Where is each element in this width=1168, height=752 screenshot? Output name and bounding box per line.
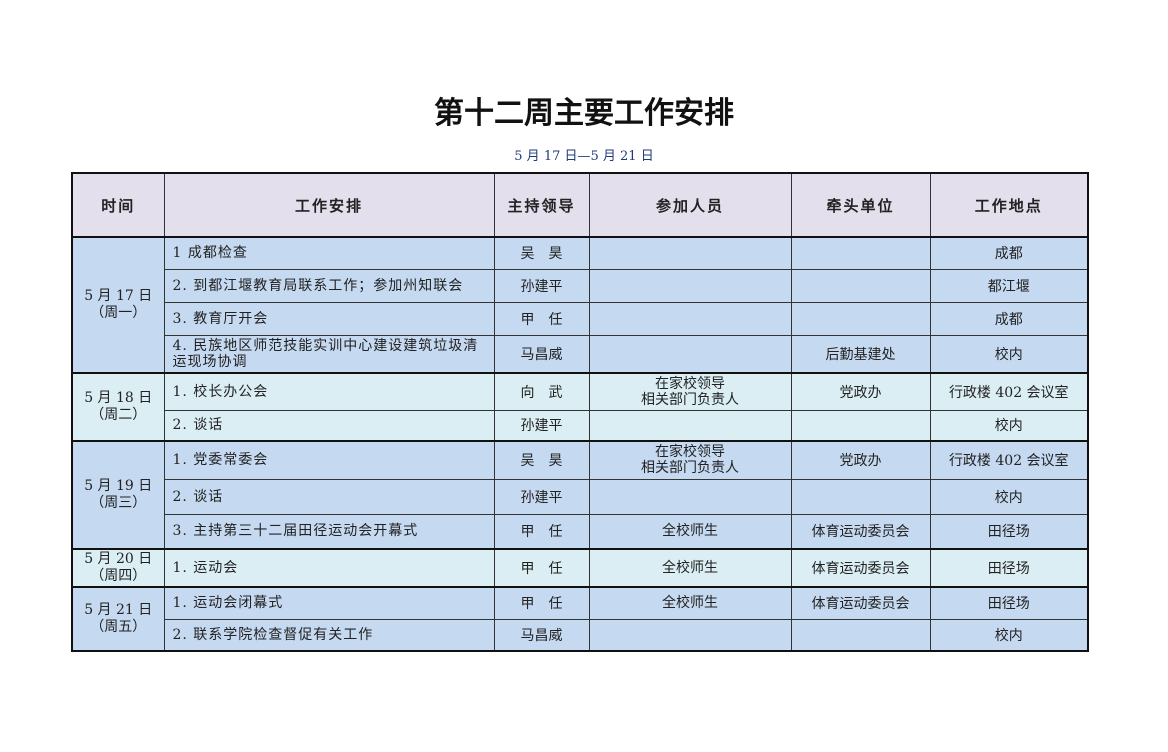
task-cell: 3. 教育厅开会: [163, 301, 495, 336]
location-cell: 校内: [929, 478, 1089, 515]
header-time: 时间: [71, 172, 165, 238]
location-cell: 成都: [929, 236, 1089, 270]
organizer-cell: 党政办: [790, 440, 931, 480]
day-weekday: （周一）: [90, 305, 147, 321]
location-cell: 田径场: [929, 548, 1089, 588]
attendees-cell: 全校师生: [588, 586, 792, 620]
table-row: 5 月 18 日（周二） 1. 校长办公会向 武在家校领导 相关部门负责人 党政办 行政…: [71, 372, 1089, 442]
table-row: 2. 联系学院检查督促有关工作 马昌威 校内: [72, 618, 1089, 652]
header-leader: 主持领导: [493, 172, 590, 238]
header-organizer: 牵头单位: [790, 172, 931, 238]
schedule-table: 时间 工作安排 主持领导 参加人员 牵头单位 工作地点 5 月 17 日（周一）…: [71, 172, 1089, 652]
header-task: 工作安排: [163, 172, 495, 238]
organizer-cell: [790, 409, 931, 442]
table-row: 5 月 17 日（周一） 1 成都检查吴 昊成都: [71, 236, 1089, 374]
table-row: 5 月 21 日（周五） 1. 运动会闭幕式甲 任全校师生 体育运动委员会 田径场: [71, 586, 1089, 652]
leader-cell: 甲 任: [493, 513, 590, 550]
leader-cell: 吴 昊: [493, 236, 590, 270]
day-date: 5 月 18 日: [84, 390, 153, 406]
table-row: 2. 到都江堰教育局联系工作；参加州知联会 孙建平 都江堰: [72, 268, 1089, 303]
location-cell: 田径场: [929, 586, 1089, 620]
organizer-cell: 体育运动委员会: [790, 548, 931, 588]
attendees-cell: [588, 409, 792, 442]
attendees-cell: [588, 478, 792, 515]
attendees-cell: [588, 334, 792, 374]
organizer-cell: 体育运动委员会: [790, 586, 931, 620]
location-cell: 成都: [929, 301, 1089, 336]
task-cell: 3. 主持第三十二届田径运动会开幕式: [163, 513, 495, 550]
attendees-cell: 在家校领导 相关部门负责人: [588, 372, 792, 411]
leader-cell: 甲 任: [493, 548, 590, 588]
day-date: 5 月 19 日: [84, 478, 153, 494]
day-date: 5 月 21 日: [84, 602, 153, 618]
page-title: 第十二周主要工作安排: [434, 96, 734, 131]
organizer-cell: [790, 236, 931, 270]
organizer-cell: [790, 618, 931, 652]
header-location: 工作地点: [929, 172, 1089, 238]
day-weekday: （周五）: [90, 619, 147, 635]
leader-cell: 吴 昊: [493, 440, 590, 480]
date-range: 5 月 17 日—5 月 21 日: [514, 149, 654, 164]
location-cell: 都江堰: [929, 268, 1089, 303]
attendees-cell: [588, 301, 792, 336]
table-row: 3. 主持第三十二届田径运动会开幕式甲 任全校师生 体育运动委员会 田径场: [72, 513, 1089, 550]
task-cell: 1. 运动会: [163, 548, 495, 588]
leader-cell: 马昌威: [493, 334, 590, 374]
attendees-cell: 全校师生: [588, 513, 792, 550]
task-cell: 2. 谈话: [163, 409, 495, 442]
day-weekday: （周三）: [90, 495, 147, 511]
attendees-cell: [588, 236, 792, 270]
leader-cell: 孙建平: [493, 478, 590, 515]
day-weekday: （周二）: [90, 407, 147, 423]
header-row: 时间 工作安排 主持领导 参加人员 牵头单位 工作地点: [71, 172, 1089, 238]
organizer-cell: [790, 301, 931, 336]
table-row: 5 月 20 日（周四） 1. 运动会甲 任全校师生 体育运动委员会 田径场: [71, 548, 1089, 588]
organizer-cell: 后勤基建处: [790, 334, 931, 374]
attendees-cell: 全校师生: [588, 548, 792, 588]
day-date: 5 月 20 日: [84, 551, 153, 567]
location-cell: 行政楼 402 会议室: [929, 372, 1089, 411]
attendees-cell: [588, 268, 792, 303]
task-cell: 2. 联系学院检查督促有关工作: [163, 618, 495, 652]
leader-cell: 向 武: [493, 372, 590, 411]
organizer-cell: 党政办: [790, 372, 931, 411]
table-row: 2. 谈话 孙建平 校内: [72, 409, 1089, 442]
organizer-cell: [790, 268, 931, 303]
leader-cell: 马昌威: [493, 618, 590, 652]
organizer-cell: [790, 478, 931, 515]
task-cell: 4. 民族地区师范技能实训中心建设建筑垃圾清运现场协调: [163, 334, 495, 374]
task-cell: 1. 校长办公会: [163, 372, 495, 411]
day-date: 5 月 17 日: [84, 288, 153, 304]
task-cell: 2. 到都江堰教育局联系工作；参加州知联会: [163, 268, 495, 303]
task-cell: 1. 运动会闭幕式: [163, 586, 495, 620]
leader-cell: 孙建平: [493, 268, 590, 303]
leader-cell: 甲 任: [493, 301, 590, 336]
table-row: 4. 民族地区师范技能实训中心建设建筑垃圾清运现场协调 马昌威 后勤基建处 校内: [72, 334, 1089, 374]
task-cell: 1 成都检查: [163, 236, 495, 270]
task-cell: 1. 党委常委会: [163, 440, 495, 480]
day-cell: 5 月 18 日（周二）: [71, 372, 165, 442]
day-cell: 5 月 20 日（周四）: [71, 548, 165, 588]
location-cell: 校内: [929, 334, 1089, 374]
attendees-cell: 在家校领导 相关部门负责人: [588, 440, 792, 480]
location-cell: 校内: [929, 618, 1089, 652]
task-cell: 2. 谈话: [163, 478, 495, 515]
table-row: 2. 谈话 孙建平 校内: [72, 478, 1089, 515]
location-cell: 校内: [929, 409, 1089, 442]
table-row: 3. 教育厅开会甲 任 成都: [72, 301, 1089, 336]
header-attendees: 参加人员: [588, 172, 792, 238]
table-row: 5 月 19 日（周三） 1. 党委常委会吴 昊在家校领导 相关部门负责人 党政办 行政…: [71, 440, 1089, 550]
organizer-cell: 体育运动委员会: [790, 513, 931, 550]
day-cell: 5 月 17 日（周一）: [71, 236, 165, 374]
day-cell: 5 月 19 日（周三）: [71, 440, 165, 550]
leader-cell: 甲 任: [493, 586, 590, 620]
leader-cell: 孙建平: [493, 409, 590, 442]
day-cell: 5 月 21 日（周五）: [71, 586, 165, 652]
location-cell: 行政楼 402 会议室: [929, 440, 1089, 480]
day-weekday: （周四）: [90, 568, 147, 584]
attendees-cell: [588, 618, 792, 652]
location-cell: 田径场: [929, 513, 1089, 550]
